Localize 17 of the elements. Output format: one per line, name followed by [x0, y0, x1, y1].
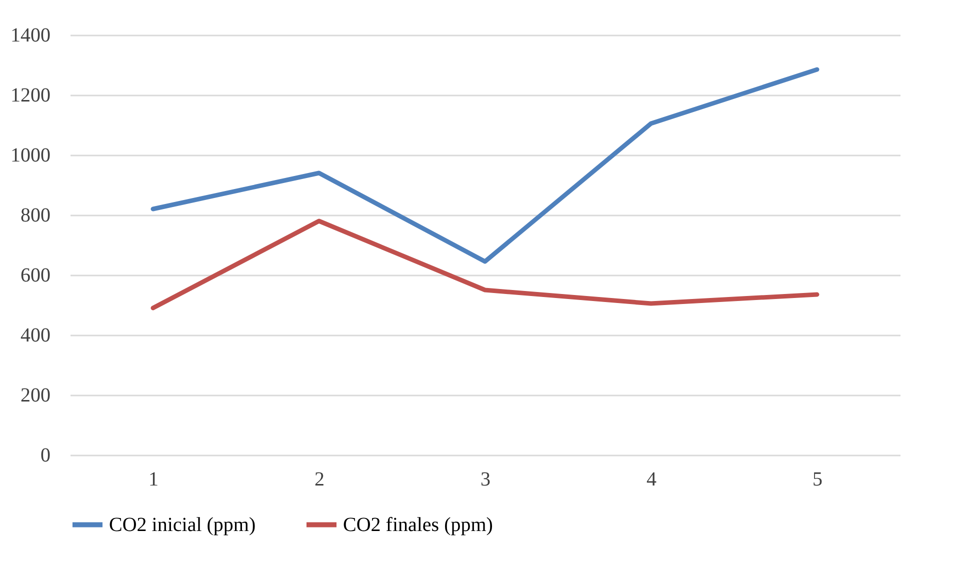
- y-tick-label: 1000: [10, 144, 50, 166]
- x-tick-label: 4: [646, 468, 656, 490]
- y-tick-label: 0: [40, 444, 50, 466]
- x-tick-label: 3: [480, 468, 490, 490]
- y-tick-label: 1400: [10, 24, 50, 46]
- legend-label: CO2 finales (ppm): [343, 514, 493, 536]
- x-tick-label: 2: [314, 468, 324, 490]
- line-series: [150, 218, 820, 310]
- y-tick-label: 400: [20, 324, 50, 346]
- y-tick-label: 200: [20, 384, 50, 406]
- y-tick-label: 600: [20, 264, 50, 286]
- y-tick-label: 800: [20, 204, 50, 226]
- x-tick-label: 5: [812, 468, 822, 490]
- y-tick-label: 1200: [10, 84, 50, 106]
- x-tick-label: 1: [148, 468, 158, 490]
- legend-label: CO2 inicial (ppm): [109, 514, 256, 536]
- line-series: [150, 67, 820, 264]
